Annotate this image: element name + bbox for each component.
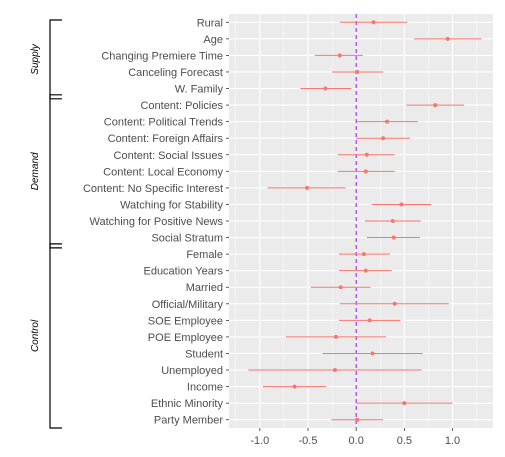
group-bracket bbox=[49, 94, 62, 249]
y-tick-label: Canceling Forecast bbox=[128, 67, 223, 79]
y-tick-label: Married bbox=[186, 282, 223, 294]
estimates bbox=[248, 20, 482, 422]
x-tick-label: -0.5 bbox=[299, 435, 318, 447]
y-tick-label: Female bbox=[186, 249, 223, 261]
y-tick-labels: Rural Age Changing Premiere Time Canceling … bbox=[83, 17, 229, 427]
estimate-point bbox=[332, 368, 337, 373]
estimate-point bbox=[363, 268, 368, 273]
estimate-point bbox=[402, 401, 407, 406]
y-tick-label: Age bbox=[203, 34, 223, 46]
group-bracket bbox=[49, 243, 62, 429]
estimate-point bbox=[371, 20, 376, 25]
estimate-point bbox=[433, 103, 438, 108]
y-tick-label: Changing Premiere Time bbox=[101, 50, 223, 62]
estimate-point bbox=[385, 119, 390, 124]
estimate-point bbox=[355, 417, 360, 422]
estimate-point bbox=[445, 36, 450, 41]
y-tick-label: Official/Military bbox=[152, 299, 224, 311]
estimate-point bbox=[364, 152, 369, 157]
y-tick-label: Ethnic Minority bbox=[151, 398, 224, 410]
estimate-point bbox=[337, 53, 342, 58]
y-tick-label: Content: Local Economy bbox=[103, 166, 223, 178]
x-tick-label: 1.0 bbox=[445, 435, 460, 447]
y-tick-label: Content: Political Trends bbox=[104, 117, 224, 129]
estimate-point bbox=[367, 318, 372, 323]
estimate-point bbox=[391, 235, 396, 240]
group-label: Demand bbox=[30, 152, 41, 190]
estimate-point bbox=[370, 351, 375, 356]
y-tick-label: Content: No Specific Interest bbox=[83, 183, 223, 195]
estimate-point bbox=[381, 136, 386, 141]
group-brackets: Supply Demand Control bbox=[30, 19, 62, 429]
x-tick-label: 0.5 bbox=[397, 435, 412, 447]
estimate-point bbox=[361, 252, 366, 257]
y-tick-label: Rural bbox=[197, 17, 223, 29]
y-tick-label: Education Years bbox=[143, 266, 223, 278]
estimate-point bbox=[292, 384, 297, 389]
x-tick-label: -1.0 bbox=[250, 435, 269, 447]
y-tick-label: Social Stratum bbox=[151, 233, 223, 245]
y-tick-label: Content: Policies bbox=[140, 100, 223, 112]
estimate-point bbox=[338, 285, 343, 290]
y-tick-label: Watching for Positive News bbox=[90, 216, 224, 228]
estimate-point bbox=[305, 185, 310, 190]
estimate-point bbox=[390, 219, 395, 223]
x-tick-labels: -1.0 -0.5 0.0 0.5 1.0 bbox=[250, 428, 460, 447]
estimate-point bbox=[323, 86, 328, 91]
group-label: Supply bbox=[30, 43, 41, 75]
estimate-point bbox=[399, 202, 404, 207]
estimate-point bbox=[392, 301, 397, 306]
y-tick-label: Content: Foreign Affairs bbox=[108, 133, 224, 145]
y-tick-label: Income bbox=[187, 382, 223, 394]
y-tick-label: Unemployed bbox=[161, 365, 223, 377]
group-label: Control bbox=[30, 319, 41, 352]
y-tick-label: Content: Social Issues bbox=[114, 150, 224, 162]
y-tick-label: SOE Employee bbox=[148, 315, 223, 327]
y-tick-label: W. Family bbox=[175, 84, 224, 96]
group-bracket bbox=[49, 19, 62, 100]
x-tick-label: 0.0 bbox=[349, 435, 364, 447]
y-tick-label: POE Employee bbox=[148, 332, 223, 344]
estimate-point bbox=[355, 69, 360, 74]
estimate-point bbox=[333, 334, 338, 339]
y-tick-label: Student bbox=[185, 348, 223, 360]
estimate-point bbox=[363, 169, 368, 174]
y-tick-label: Party Member bbox=[154, 415, 223, 427]
y-tick-label: Watching for Stability bbox=[120, 199, 223, 211]
